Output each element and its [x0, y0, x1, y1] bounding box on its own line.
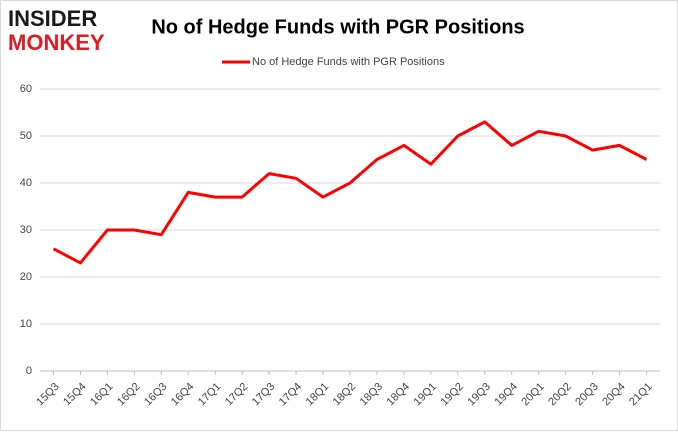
y-tick-label: 40: [20, 177, 32, 189]
legend-label: No of Hedge Funds with PGR Positions: [252, 56, 445, 68]
y-tick-label: 30: [20, 224, 32, 236]
logo-line2: MONKEY: [8, 30, 105, 55]
y-tick-label: 60: [20, 83, 32, 95]
line-series: [52, 120, 648, 265]
chart-title: No of Hedge Funds with PGR Positions: [151, 16, 524, 38]
logo-line1: INSIDER: [8, 6, 97, 31]
y-tick-label: 10: [20, 318, 32, 330]
y-tick-label: 50: [20, 130, 32, 142]
y-tick-label: 0: [26, 365, 32, 377]
y-tick-label: 20: [20, 271, 32, 283]
